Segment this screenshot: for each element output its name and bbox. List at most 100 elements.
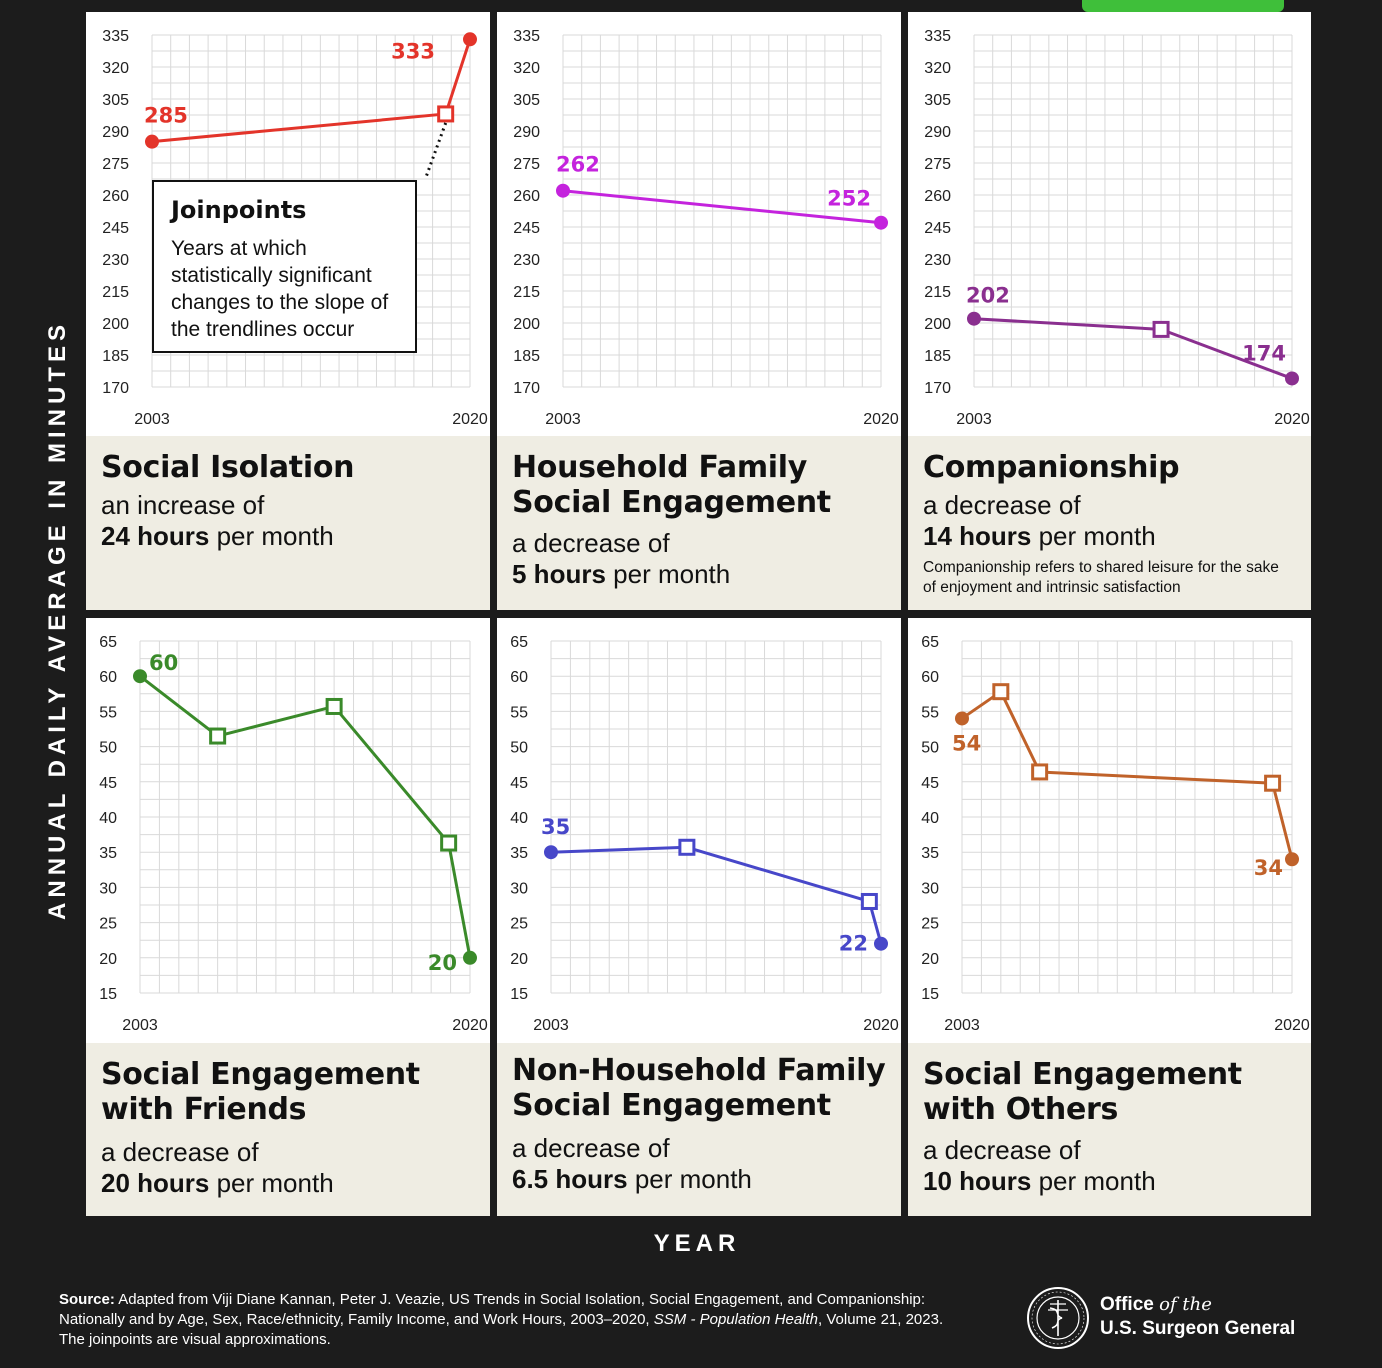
y-tick-label: 200 <box>102 316 129 333</box>
y-tick-label: 320 <box>102 60 129 77</box>
caption-hours: 10 hours <box>923 1166 1032 1196</box>
y-tick-label: 60 <box>510 669 528 686</box>
caption-title-line: Household Family <box>512 450 808 485</box>
y-tick-label: 290 <box>924 124 951 141</box>
x-tick-label: 2003 <box>944 1017 980 1034</box>
source-journal: SSM - Population Health <box>653 1311 819 1328</box>
joinpoint-marker <box>1264 774 1282 792</box>
y-tick-label: 35 <box>510 845 528 862</box>
chart-panel-1: 335 320 305 290 275 260 245 230 215 200 185 170 2003… <box>86 12 490 610</box>
y-tick-label: 215 <box>924 284 951 301</box>
data-label: 202 <box>966 284 1010 308</box>
caption-change-direction: a decrease of <box>512 1133 670 1163</box>
y-tick-label: 245 <box>513 220 540 237</box>
caption-note: Companionship refers to shared leisure f… <box>923 559 1279 596</box>
grid <box>550 640 882 994</box>
caption-title-line: Non-Household Family <box>512 1053 886 1088</box>
y-tick-label: 20 <box>99 951 117 968</box>
y-tick-label: 185 <box>513 348 540 365</box>
y-tick-label: 45 <box>510 775 528 792</box>
y-tick-label: 215 <box>513 284 540 301</box>
caption-unit: per month <box>1031 521 1156 551</box>
data-label: 35 <box>541 815 570 839</box>
y-tick-label: 40 <box>921 810 939 827</box>
data-point <box>463 950 477 965</box>
caption-change-amount: 24 hours per month <box>101 521 334 552</box>
grid <box>562 34 882 388</box>
caption-change-amount: 5 hours per month <box>512 559 730 590</box>
y-tick-label: 275 <box>924 156 951 173</box>
y-tick-label: 35 <box>921 845 939 862</box>
y-tick-label: 170 <box>102 380 129 397</box>
data-point <box>133 669 147 684</box>
y-axis-title: ANNUAL DAILY AVERAGE IN MINUTES <box>44 320 71 920</box>
joinpoints-legend-box: Joinpoints Years at which statistically … <box>152 180 417 353</box>
grid <box>973 34 1293 388</box>
y-tick-label: 335 <box>924 28 951 45</box>
y-tick-label: 215 <box>102 284 129 301</box>
y-tick-label: 290 <box>102 124 129 141</box>
joinpoints-text: Years at which statistically significant… <box>171 237 389 341</box>
caption-title-line: Social Isolation <box>101 450 355 485</box>
chart-caption-6: Social Engagement with Others a decrease o… <box>908 1043 1311 1216</box>
y-tick-label: 245 <box>924 220 951 237</box>
x-tick-label: 2020 <box>1274 411 1310 428</box>
x-tick-label: 2020 <box>452 1017 488 1034</box>
caption-hours: 6.5 hours <box>512 1164 628 1194</box>
y-tick-label: 230 <box>513 252 540 269</box>
caption-title: Social Engagement with Friends <box>101 1057 420 1127</box>
y-tick-label: 60 <box>99 669 117 686</box>
y-tick-label: 320 <box>513 60 540 77</box>
caption-change-amount: 10 hours per month <box>923 1166 1156 1197</box>
chart-panel-5: 65 60 55 50 45 40 35 30 25 20 15 2003 2020 35 22 Non-Ho… <box>497 618 901 1216</box>
caption-title-line: Social Engagement <box>101 1057 420 1092</box>
joinpoint-marker <box>678 838 696 856</box>
logo-office: Office <box>1100 1294 1154 1315</box>
chart-panel-4: 65 60 55 50 45 40 35 30 25 20 15 2003 2020 60 20 Social… <box>86 618 490 1216</box>
y-tick-label: 260 <box>924 188 951 205</box>
chart-panel-3: 335 320 305 290 275 260 245 230 215 200 185 170 2003… <box>908 12 1311 610</box>
y-tick-label: 45 <box>921 775 939 792</box>
y-tick-label: 25 <box>510 916 528 933</box>
y-tick-label: 170 <box>513 380 540 397</box>
caption-title: Non-Household Family Social Engagement <box>512 1053 886 1123</box>
caption-hours: 14 hours <box>923 521 1032 551</box>
source-note: Source: Adapted from Viji Diane Kannan, … <box>59 1290 959 1350</box>
caption-title: Household Family Social Engagement <box>512 450 831 520</box>
data-point <box>556 183 570 198</box>
data-point <box>145 134 159 149</box>
caption-change-direction: a decrease of <box>923 1135 1081 1165</box>
y-tick-label: 185 <box>924 348 951 365</box>
y-tick-label: 290 <box>513 124 540 141</box>
data-label: 20 <box>428 951 457 975</box>
x-tick-label: 2020 <box>1274 1017 1310 1034</box>
caption-unit: per month <box>1031 1166 1156 1196</box>
y-tick-label: 200 <box>513 316 540 333</box>
joinpoint-marker <box>440 834 458 852</box>
caption-subtitle: a decrease of 20 hours per month <box>101 1137 334 1199</box>
caption-change-direction: a decrease of <box>101 1137 259 1167</box>
data-point <box>874 936 888 951</box>
chart-caption-1: Social Isolation an increase of 24 hours p… <box>86 436 490 610</box>
data-label: 22 <box>839 932 868 956</box>
caption-title: Social Isolation <box>101 450 355 485</box>
joinpoint-marker <box>437 105 455 123</box>
data-point <box>1285 371 1299 386</box>
y-tick-label: 65 <box>510 634 528 651</box>
y-tick-label: 65 <box>921 634 939 651</box>
data-point <box>967 311 981 326</box>
caption-title: Companionship <box>923 450 1180 485</box>
y-tick-label: 200 <box>924 316 951 333</box>
x-tick-label: 2003 <box>122 1017 158 1034</box>
top-green-tab <box>1082 0 1284 12</box>
y-tick-label: 60 <box>921 669 939 686</box>
y-tick-label: 15 <box>510 986 528 1003</box>
caption-hours: 5 hours <box>512 559 606 589</box>
caption-subtitle: a decrease of 10 hours per month <box>923 1135 1156 1197</box>
y-tick-label: 25 <box>921 916 939 933</box>
joinpoints-title: Joinpoints <box>171 196 307 224</box>
caption-change-direction: a decrease of <box>923 490 1081 520</box>
y-tick-label: 185 <box>102 348 129 365</box>
y-tick-label: 230 <box>924 252 951 269</box>
caption-subtitle: an increase of 24 hours per month <box>101 490 334 552</box>
